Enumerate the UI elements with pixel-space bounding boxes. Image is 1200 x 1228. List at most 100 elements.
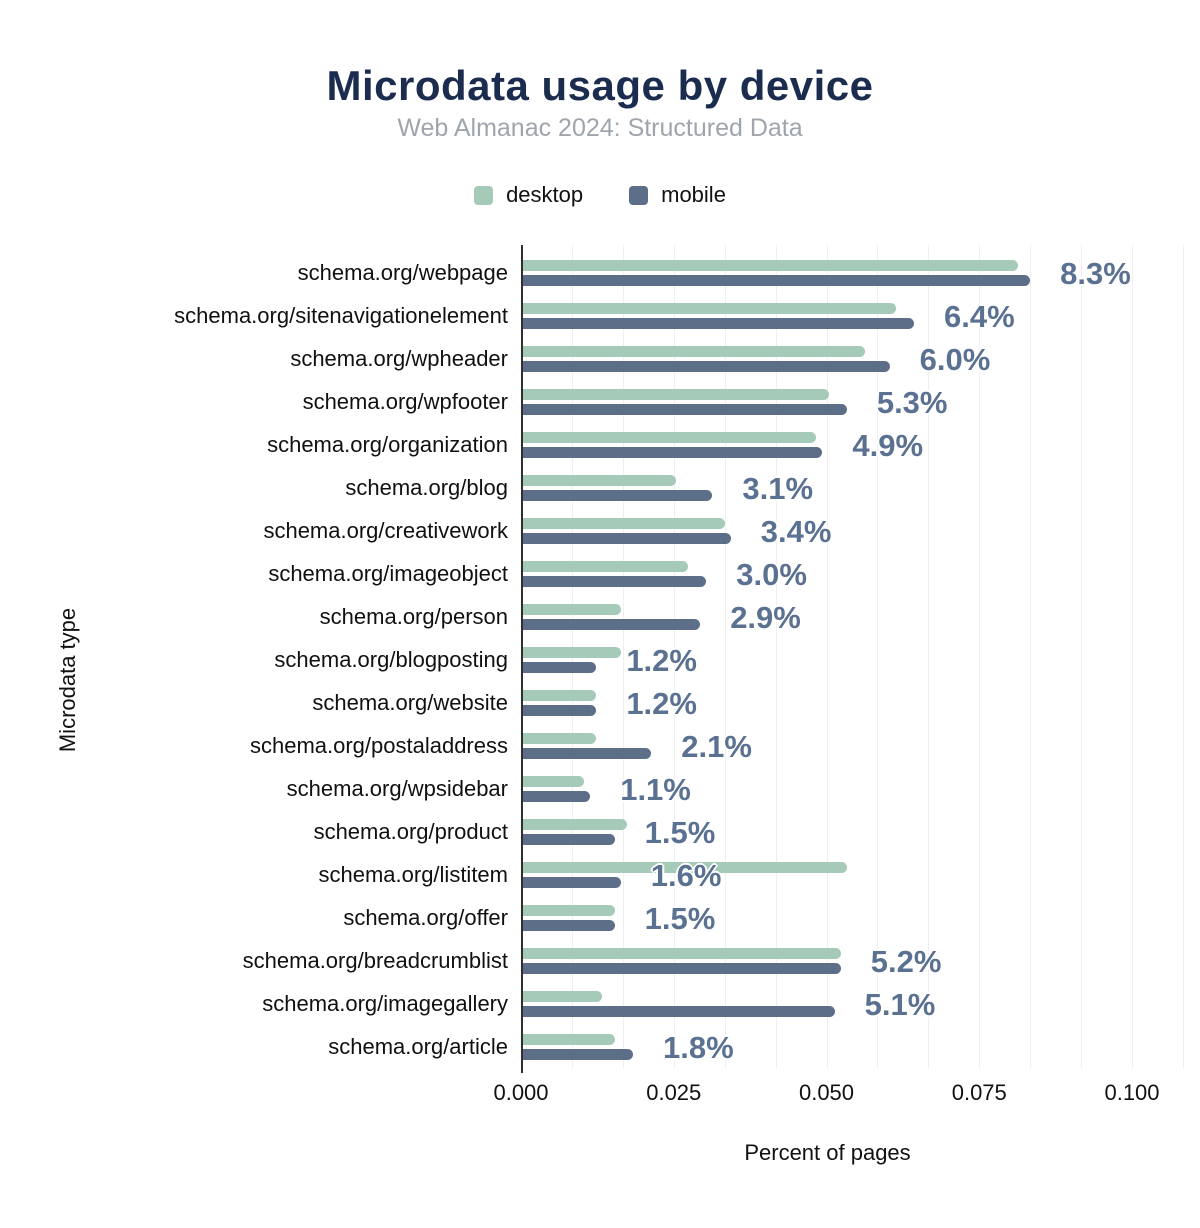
x-tick-label: 0.075	[951, 1080, 1007, 1105]
mobile-bar[interactable]	[523, 790, 591, 802]
gridline	[775, 245, 777, 1068]
bar-value-label: 1.2%	[626, 642, 697, 678]
bar-row: 1.5%	[523, 896, 1183, 939]
mobile-bar[interactable]	[523, 533, 731, 545]
desktop-bar[interactable]	[523, 775, 585, 787]
legend-item-desktop[interactable]: desktop	[474, 182, 583, 208]
legend-swatch-icon	[474, 185, 494, 205]
desktop-bar[interactable]	[523, 646, 621, 658]
bar-value-label: 1.6%	[650, 857, 722, 893]
bar-row: 1.8%	[523, 1025, 1183, 1068]
bar-value-label: 1.2%	[626, 685, 697, 721]
legend-item-mobile[interactable]: mobile	[629, 182, 726, 208]
desktop-bar[interactable]	[523, 432, 817, 444]
mobile-bar[interactable]	[523, 661, 597, 673]
x-tick-label: 0.000	[493, 1080, 549, 1105]
gridline	[877, 245, 879, 1068]
bar-value-label: 4.9%	[852, 428, 924, 464]
desktop-bar[interactable]	[523, 689, 597, 701]
desktop-bar[interactable]	[523, 518, 725, 530]
mobile-bar[interactable]	[523, 318, 915, 330]
gridline	[928, 245, 930, 1068]
bar-row: 3.4%	[523, 510, 1183, 553]
bar-row: 1.2%	[523, 681, 1183, 724]
bar-value-label: 1.5%	[644, 900, 716, 936]
bar-row: 6.0%	[523, 338, 1183, 381]
bar-value-label: 1.5%	[644, 814, 716, 850]
desktop-bar[interactable]	[523, 604, 621, 616]
category-label: schema.org/offer	[343, 904, 508, 930]
bar-value-label: 5.2%	[870, 943, 942, 979]
desktop-bar[interactable]	[523, 303, 896, 315]
bar-row: 5.1%	[523, 982, 1183, 1025]
mobile-bar[interactable]	[523, 833, 615, 845]
desktop-bar[interactable]	[523, 346, 866, 358]
mobile-bar[interactable]	[523, 919, 615, 931]
mobile-bar[interactable]	[523, 747, 652, 759]
category-label: schema.org/listitem	[318, 861, 508, 887]
bar-row: 3.0%	[523, 553, 1183, 596]
mobile-bar[interactable]	[523, 490, 713, 502]
bar-value-label: 1.1%	[620, 771, 691, 807]
desktop-bar[interactable]	[523, 389, 829, 401]
gridline	[1182, 245, 1184, 1068]
bar-value-label: 6.0%	[919, 342, 991, 378]
category-label: schema.org/wpheader	[290, 346, 508, 372]
x-axis-ticks: 0.000 0.025 0.050 0.075 0.100	[493, 1080, 1183, 1110]
desktop-bar[interactable]	[523, 260, 1018, 272]
category-label: schema.org/imageobject	[268, 561, 508, 587]
mobile-bar[interactable]	[523, 576, 707, 588]
plot-area: 8.3% 6.4% 6.0% 5.3% 4.9% 3.1% 3.4% 3.0% 2.9% 1.2%…	[523, 252, 1183, 1068]
mobile-bar[interactable]	[523, 361, 890, 373]
desktop-bar[interactable]	[523, 732, 597, 744]
bar-row: 5.3%	[523, 381, 1183, 424]
mobile-bar[interactable]	[523, 447, 823, 459]
mobile-bar[interactable]	[523, 1048, 633, 1060]
category-label: schema.org/blogposting	[274, 647, 508, 672]
mobile-bar[interactable]	[523, 876, 621, 888]
bar-value-label: 2.9%	[730, 600, 801, 636]
desktop-bar[interactable]	[523, 561, 688, 573]
desktop-bar[interactable]	[523, 904, 615, 916]
mobile-bar[interactable]	[523, 619, 701, 631]
mobile-bar[interactable]	[523, 962, 841, 974]
bar-row: 1.2%	[523, 639, 1183, 682]
category-label: schema.org/person	[319, 604, 508, 630]
bar-row: 8.3%	[523, 252, 1183, 295]
desktop-bar[interactable]	[523, 861, 847, 873]
mobile-bar[interactable]	[523, 1005, 835, 1017]
mobile-bar[interactable]	[523, 704, 597, 716]
bar-value-label: 5.1%	[864, 986, 936, 1022]
y-axis-line	[521, 245, 523, 1073]
bar-row: 5.2%	[523, 939, 1183, 982]
bar-value-label: 6.4%	[944, 299, 1015, 335]
chart-title: Microdata usage by device	[326, 62, 874, 109]
mobile-bar[interactable]	[523, 404, 847, 416]
desktop-bar[interactable]	[523, 475, 676, 487]
desktop-bar[interactable]	[523, 947, 841, 959]
bar-value-label: 3.0%	[736, 557, 807, 593]
x-tick-label: 0.100	[1104, 1080, 1160, 1105]
legend-swatch-icon	[629, 185, 649, 205]
desktop-bar[interactable]	[523, 990, 603, 1002]
category-label: schema.org/breadcrumblist	[242, 947, 508, 973]
mobile-bar[interactable]	[523, 275, 1031, 287]
bar-value-label: 8.3%	[1060, 256, 1131, 292]
desktop-bar[interactable]	[523, 818, 627, 830]
category-label: schema.org/creativework	[263, 518, 508, 544]
category-label: schema.org/product	[313, 818, 508, 844]
legend-label: desktop	[506, 182, 584, 207]
desktop-bar[interactable]	[523, 1033, 615, 1045]
category-label: schema.org/article	[328, 1033, 508, 1059]
bar-value-label: 5.3%	[876, 385, 948, 421]
gridline	[724, 245, 726, 1068]
bar-row: 4.9%	[523, 424, 1183, 467]
category-label: schema.org/imagegallery	[262, 990, 508, 1016]
bar-row: 6.4%	[523, 295, 1183, 338]
gridline	[826, 245, 828, 1068]
gridline	[673, 245, 675, 1068]
gridline	[1081, 245, 1083, 1068]
gridline	[622, 245, 624, 1068]
x-tick-label: 0.025	[646, 1080, 702, 1105]
